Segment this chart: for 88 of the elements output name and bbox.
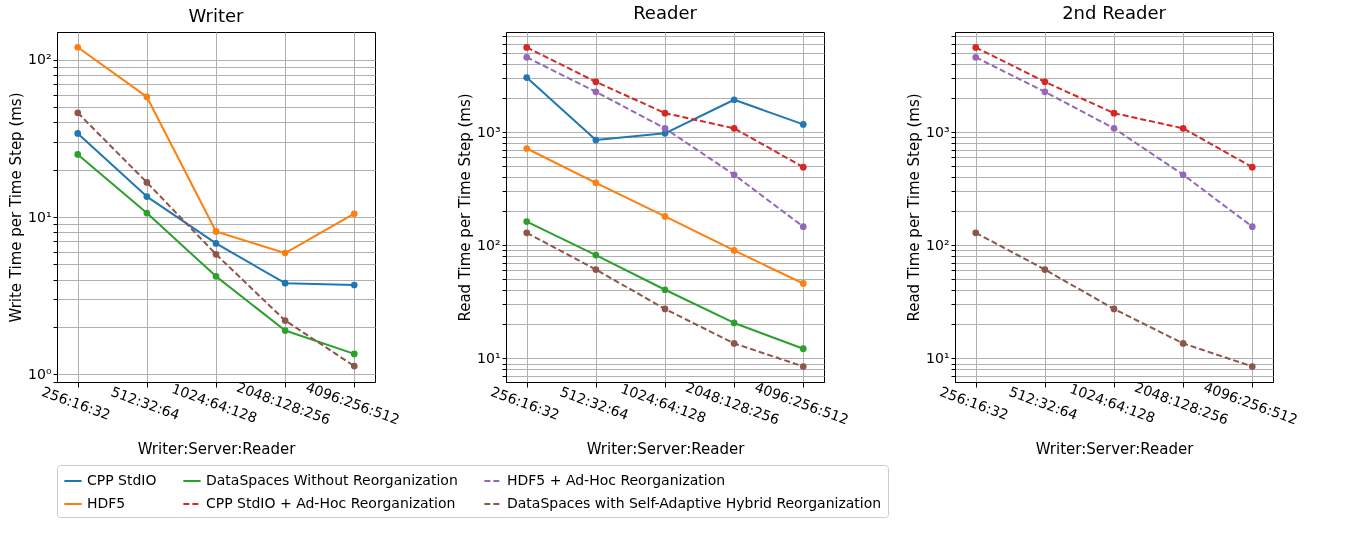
point <box>1248 363 1256 370</box>
point <box>212 250 220 258</box>
point <box>730 340 738 347</box>
legend-label: DataSpaces Without Reorganization <box>206 472 458 488</box>
point <box>730 171 738 179</box>
point <box>212 228 220 235</box>
point <box>523 229 531 237</box>
point <box>281 327 289 334</box>
point <box>350 210 358 218</box>
point <box>523 44 531 51</box>
point <box>661 109 669 117</box>
point <box>592 136 600 144</box>
point <box>74 130 82 137</box>
point <box>1041 78 1049 86</box>
legend-label: CPP StdIO <box>87 472 157 488</box>
point <box>1110 109 1118 117</box>
chart-title: 2nd Reader <box>1062 2 1167 24</box>
point <box>1110 305 1118 313</box>
point <box>799 280 807 287</box>
x-axis-title: Writer:Server:Reader <box>137 439 297 458</box>
point <box>350 281 358 289</box>
point <box>143 93 151 101</box>
point <box>1041 266 1049 273</box>
point <box>730 319 738 327</box>
point <box>212 273 220 280</box>
point <box>730 96 738 104</box>
chart-title: Writer <box>188 5 245 26</box>
point <box>592 88 600 96</box>
point <box>281 279 289 287</box>
point <box>523 53 531 61</box>
point <box>592 251 600 259</box>
y-tick-label: 10¹ <box>28 208 52 225</box>
point <box>1110 124 1118 132</box>
point <box>1179 171 1187 179</box>
point <box>592 78 600 86</box>
point <box>972 53 980 61</box>
point <box>661 305 669 313</box>
legend-label: DataSpaces with Self-Adaptive Hybrid Reorganization <box>507 495 882 511</box>
point <box>1179 340 1187 347</box>
point <box>661 124 669 132</box>
y-tick-label: 10¹ <box>926 350 950 366</box>
point <box>972 229 980 237</box>
point <box>74 151 82 158</box>
point <box>730 247 738 254</box>
point <box>350 362 358 370</box>
point <box>592 179 600 187</box>
legend-label: HDF5 <box>87 495 126 511</box>
point <box>74 43 82 51</box>
point <box>799 163 807 171</box>
point <box>972 44 980 51</box>
point <box>74 109 82 117</box>
point <box>799 363 807 370</box>
point <box>661 213 669 220</box>
point <box>1248 163 1256 171</box>
point <box>143 193 151 200</box>
point <box>730 124 738 132</box>
y-tick-label: 10² <box>28 51 52 68</box>
y-tick-label: 10² <box>926 236 950 253</box>
point <box>661 286 669 294</box>
point <box>143 179 151 186</box>
y-axis-title: Write Time per Time Step (ms) <box>7 92 26 323</box>
y-tick-label: 10⁰ <box>28 365 52 382</box>
x-axis-title: Writer:Server:Reader <box>1035 439 1195 458</box>
point <box>799 345 807 353</box>
point <box>523 218 531 225</box>
point <box>143 209 151 217</box>
point <box>1179 124 1187 132</box>
point <box>350 350 358 358</box>
point <box>523 145 531 152</box>
y-axis-title: Read Time per Time Step (ms) <box>905 93 924 322</box>
y-tick-label: 10³ <box>477 123 501 140</box>
point <box>799 121 807 128</box>
point <box>799 223 807 231</box>
chart-title: Reader <box>633 2 698 24</box>
y-tick-label: 10² <box>477 236 501 253</box>
point <box>1248 223 1256 231</box>
point <box>592 266 600 273</box>
point <box>281 249 289 257</box>
point <box>281 317 289 324</box>
point <box>523 74 531 81</box>
legend-label: CPP StdIO + Ad-Hoc Reorganization <box>206 495 456 511</box>
x-axis-title: Writer:Server:Reader <box>586 439 746 458</box>
y-axis-title: Read Time per Time Step (ms) <box>456 93 475 322</box>
y-tick-label: 10¹ <box>477 350 501 366</box>
y-tick-label: 10³ <box>926 123 950 140</box>
point <box>212 240 220 247</box>
point <box>1041 88 1049 96</box>
legend-label: HDF5 + Ad-Hoc Reorganization <box>507 472 726 488</box>
